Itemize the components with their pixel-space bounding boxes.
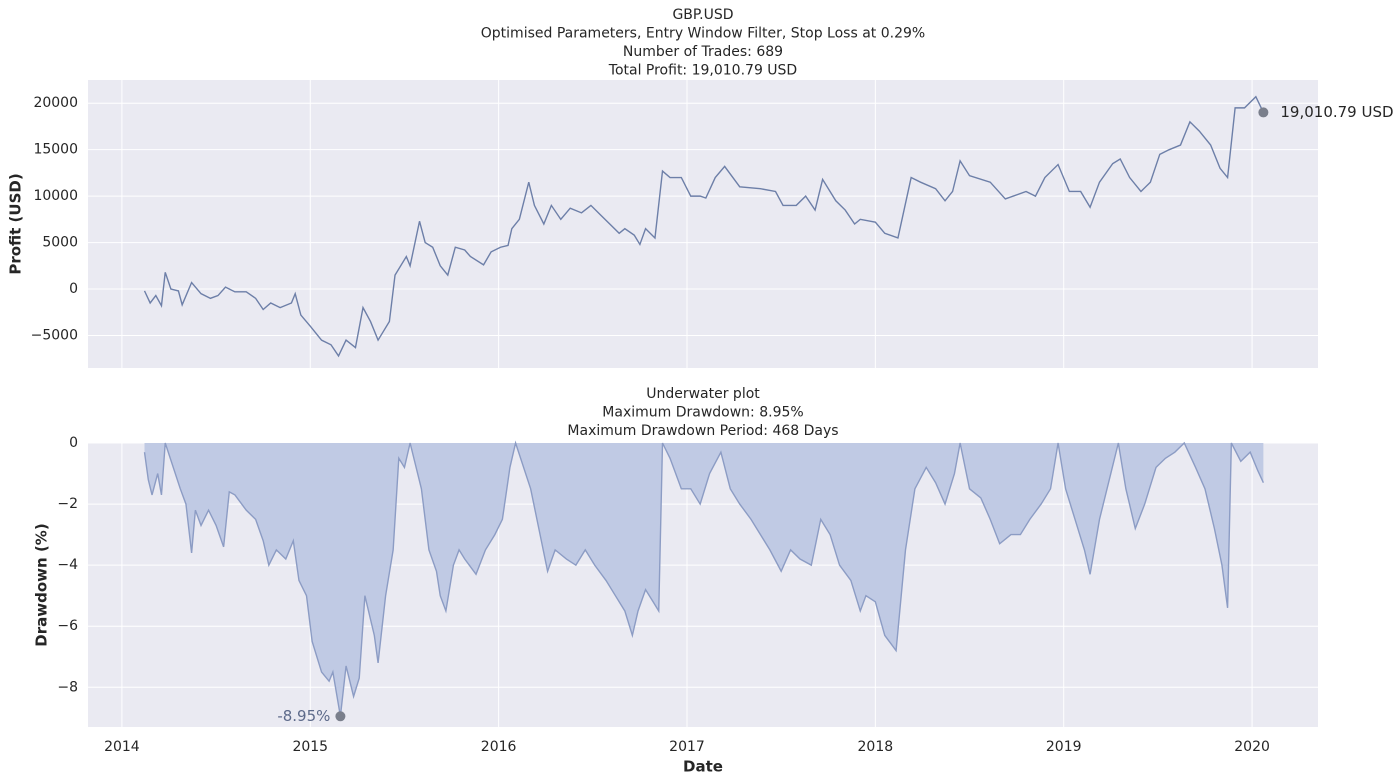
y-tick-label: −6 [57, 618, 78, 634]
y-axis-label: Drawdown (%) [33, 523, 51, 646]
y-tick-label: −4 [57, 557, 78, 573]
y-tick-label: −8 [57, 679, 78, 695]
y-tick-label: 0 [69, 435, 78, 451]
chart-title: Optimised Parameters, Entry Window Filte… [481, 26, 925, 42]
x-tick-label: 2018 [858, 739, 894, 755]
y-tick-label: 15000 [33, 142, 78, 158]
plot-background [88, 80, 1318, 368]
chart-title: GBP.USD [672, 7, 733, 23]
y-tick-label: −2 [57, 496, 78, 512]
x-tick-label: 2019 [1046, 739, 1082, 755]
chart-title: Number of Trades: 689 [623, 44, 783, 60]
x-tick-label: 2017 [669, 739, 705, 755]
x-tick-label: 2014 [104, 739, 140, 755]
chart-title: Underwater plot [646, 386, 760, 402]
y-tick-label: 0 [69, 281, 78, 297]
x-axis-label: Date [683, 758, 723, 776]
chart-title: Maximum Drawdown: 8.95% [602, 405, 803, 421]
annotation-label: 19,010.79 USD [1280, 103, 1393, 121]
x-tick-label: 2016 [481, 739, 517, 755]
y-tick-label: 10000 [33, 188, 78, 204]
annotation-label: -8.95% [277, 707, 330, 725]
chart-title: Total Profit: 19,010.79 USD [608, 63, 797, 79]
x-tick-label: 2020 [1234, 739, 1270, 755]
line [143, 95, 1265, 358]
chart-title: Maximum Drawdown Period: 468 Days [567, 423, 838, 439]
area-line [143, 440, 1265, 717]
x-tick-label: 2015 [292, 739, 328, 755]
y-tick-label: 5000 [42, 235, 78, 251]
y-axis-label: Profit (USD) [7, 173, 25, 274]
y-tick-label: −5000 [31, 327, 78, 343]
y-tick-label: 20000 [33, 95, 78, 111]
annotation-marker [1258, 107, 1269, 118]
annotation-marker [335, 711, 346, 722]
